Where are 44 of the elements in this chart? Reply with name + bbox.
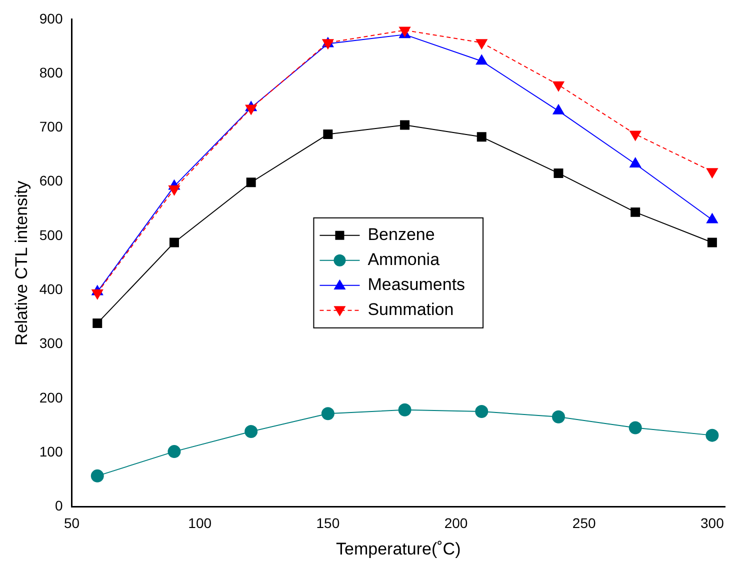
- x-tick-label: 100: [188, 515, 212, 532]
- x-tick-label: 200: [444, 515, 468, 532]
- point: [321, 407, 334, 420]
- legend-label: Ammonia: [368, 250, 440, 270]
- legend-label: Summation: [368, 300, 454, 320]
- point: [475, 404, 488, 418]
- point: [244, 425, 258, 438]
- point: [707, 238, 717, 248]
- legend-label: Benzene: [368, 225, 435, 244]
- point: [552, 410, 565, 424]
- y-tick-label: 300: [39, 335, 63, 352]
- point: [476, 54, 488, 65]
- x-tick-label: 50: [64, 515, 80, 532]
- point: [630, 207, 640, 217]
- y-tick-label: 600: [39, 172, 63, 189]
- point: [169, 238, 179, 248]
- x-axis-title: Temperature(˚C): [336, 539, 461, 558]
- point: [554, 168, 564, 178]
- y-tick-label: 200: [39, 389, 63, 406]
- y-axis-title: Relative CTL intensity: [12, 180, 31, 346]
- point: [706, 213, 718, 224]
- point: [246, 178, 256, 188]
- y-tick-label: 100: [39, 444, 63, 460]
- x-tick-label: 150: [316, 515, 340, 532]
- x-tick-label: 300: [700, 515, 724, 532]
- point: [476, 132, 486, 142]
- legend-label: Measuments: [368, 275, 466, 294]
- point: [323, 129, 333, 139]
- point: [92, 318, 102, 328]
- point: [90, 469, 104, 482]
- point: [706, 428, 719, 442]
- y-tick-label: 500: [39, 226, 63, 243]
- point: [168, 445, 181, 458]
- point: [400, 120, 410, 130]
- y-tick-label: 700: [39, 118, 63, 135]
- y-tick-label: 900: [39, 10, 63, 26]
- point: [630, 157, 642, 168]
- point: [628, 421, 642, 434]
- x-tick-label: 250: [572, 515, 596, 532]
- y-tick-label: 800: [39, 64, 63, 80]
- y-tick-label: 400: [39, 281, 63, 298]
- point: [552, 104, 564, 114]
- y-tick-label: 0: [54, 498, 63, 514]
- point: [398, 403, 412, 416]
